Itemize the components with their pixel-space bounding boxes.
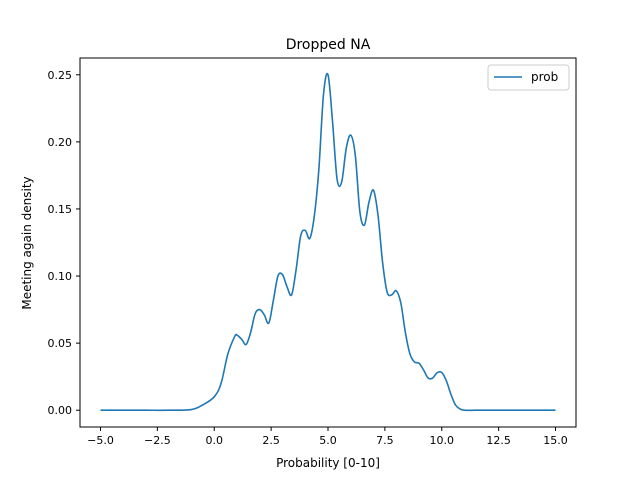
x-axis-label: Probability [0-10] <box>276 456 380 470</box>
chart-title: Dropped NA <box>286 37 371 53</box>
legend-label: prob <box>531 70 558 84</box>
x-tick-label: 5.0 <box>319 434 337 447</box>
x-tick-label: 0.0 <box>205 434 223 447</box>
y-tick-label: 0.00 <box>48 404 73 417</box>
y-tick-label: 0.05 <box>48 337 73 350</box>
y-axis: 0.00 0.05 0.10 0.15 0.20 0.25 <box>48 69 80 417</box>
x-tick-label: 10.0 <box>430 434 455 447</box>
legend-box <box>487 64 570 91</box>
y-axis-label: Meeting again density <box>20 176 34 309</box>
x-tick-label: 12.5 <box>486 434 511 447</box>
y-tick-label: 0.25 <box>48 69 73 82</box>
axes-frame <box>79 57 577 428</box>
x-tick-label: −5.0 <box>87 434 114 447</box>
y-tick-label: 0.15 <box>48 203 73 216</box>
legend: prob <box>487 64 570 91</box>
x-tick-label: −2.5 <box>144 434 171 447</box>
plot-area <box>100 72 556 412</box>
series-line-prob <box>100 72 556 412</box>
x-axis: −5.0 −2.5 0.0 2.5 5.0 7.5 10.0 12.5 15.0 <box>87 427 568 447</box>
x-tick-label: 15.0 <box>543 434 568 447</box>
y-tick-label: 0.10 <box>48 270 73 283</box>
x-tick-label: 7.5 <box>376 434 394 447</box>
y-tick-label: 0.20 <box>48 136 73 149</box>
x-tick-label: 2.5 <box>262 434 280 447</box>
